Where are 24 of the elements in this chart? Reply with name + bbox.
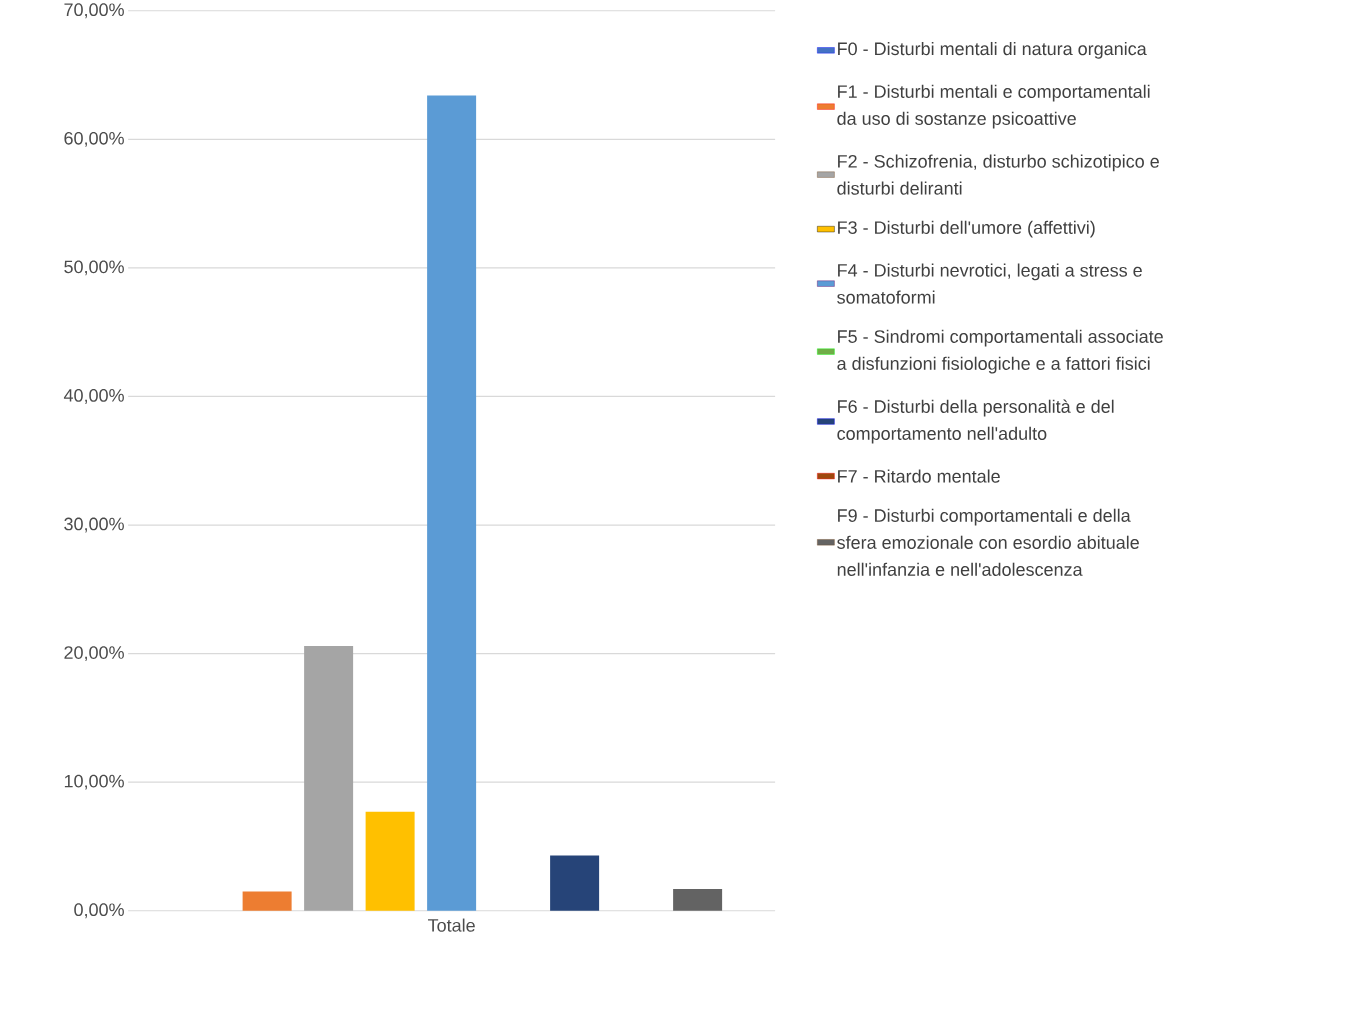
legend-label: F2 - Schizofrenia, disturbo schizotipico e disturbi deliranti: [837, 154, 1159, 195]
bar: [550, 855, 600, 911]
y-tick-label: 0,00%: [74, 903, 124, 919]
legend-label: F1 - Disturbi mentali e comportamentali da uso di sostanze psicoattive: [837, 84, 1150, 129]
bar: [673, 889, 723, 911]
y-tick-label: 60,00%: [64, 132, 124, 147]
legend-label: F4 - Disturbi nevrotici, legati a stress e somatoformi: [837, 263, 1142, 304]
bar: [427, 95, 477, 911]
legend-label: F6 - Disturbi della personalità e del comportamento nell'adulto: [837, 399, 1114, 444]
bar: [242, 891, 292, 911]
bar: [304, 646, 354, 911]
y-tick-label: 70,00%: [64, 3, 124, 19]
y-tick-label: 40,00%: [63, 389, 124, 405]
y-tick-label: 10,00%: [64, 774, 124, 790]
y-tick-label: 20,00%: [64, 646, 124, 662]
legend-label: F3 - Disturbi dell'umore (affettivi): [838, 220, 1095, 238]
bar: [365, 811, 415, 911]
legend-label: F7 - Ritardo mentale: [838, 469, 1000, 483]
y-tick-label: 30,00%: [64, 517, 124, 533]
y-tick-label: 50,00%: [64, 260, 124, 276]
legend-label: F9 - Disturbi comportamentali e della sfera emozionale con esordio abituale nell'infanzia e nell'adolescenza: [837, 508, 1139, 577]
legend-label: F5 - Sindromi comportamentali associate a disfunzioni fisiologiche e a fattori fisici: [837, 329, 1163, 374]
legend-label: F0 - Disturbi mentali di natura organica: [838, 42, 1147, 59]
x-tick-label: Totale: [428, 918, 475, 932]
